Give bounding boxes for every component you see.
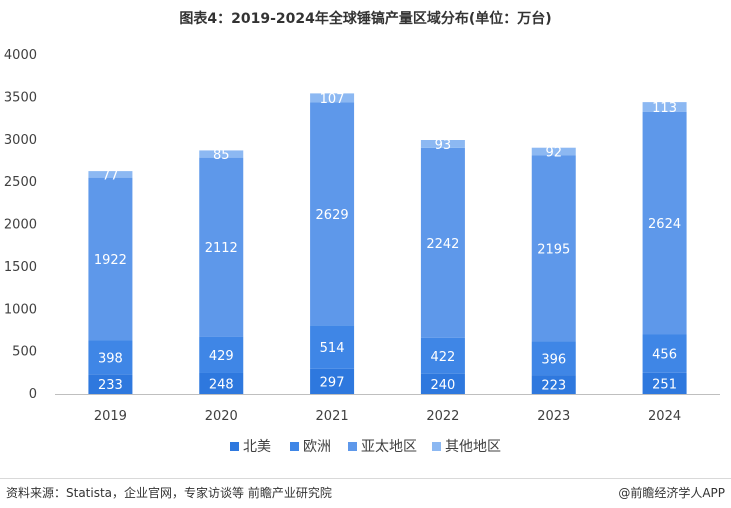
y-axis: 0 500 1000 1500 2000 2500 3000 3500 4000 (4, 48, 37, 402)
data-label: 2195 (537, 243, 570, 258)
data-label: 514 (320, 341, 345, 356)
data-label: 233 (98, 378, 123, 393)
data-label: 2112 (205, 241, 238, 256)
bar-segment (531, 341, 576, 376)
data-label: 251 (652, 377, 677, 392)
bar-segment (420, 337, 465, 374)
data-label: 240 (431, 378, 456, 393)
bar-segment (199, 157, 244, 337)
bar-segment (531, 147, 576, 156)
bars (88, 93, 687, 394)
bar-segment (642, 334, 687, 373)
x-axis: 2019 2020 2021 2022 2023 2024 (55, 394, 720, 424)
legend-label: 亚太地区 (361, 439, 417, 455)
bar-segment (420, 140, 465, 148)
legend: 北美 欧洲 亚太地区 其他地区 (230, 439, 501, 455)
data-label: 223 (541, 379, 566, 394)
bar-segment (531, 155, 576, 342)
data-label: 297 (320, 375, 345, 390)
legend-swatch (290, 442, 299, 451)
x-tick-label: 2024 (648, 409, 681, 424)
data-label: 422 (431, 350, 456, 365)
data-label: 398 (98, 351, 123, 366)
source-note: 资料来源：Statista，企业官网，专家访谈等 前瞻产业研究院 (6, 486, 332, 500)
data-label: 113 (652, 101, 677, 116)
data-label: 2629 (316, 208, 349, 223)
bar-segment (310, 93, 355, 103)
bar-segment (199, 372, 244, 394)
y-tick-label: 4000 (4, 48, 37, 63)
y-tick-label: 3500 (4, 90, 37, 105)
data-label: 429 (209, 349, 234, 364)
data-label: 107 (320, 92, 345, 107)
brand-credit: @前瞻经济学人APP (618, 486, 725, 500)
data-label: 85 (213, 148, 230, 163)
legend-swatch (230, 442, 239, 451)
y-tick-label: 2000 (4, 218, 37, 233)
legend-label: 北美 (243, 439, 271, 455)
data-labels: 233 398 1922 77 248 429 2112 85 297 514 2629 107 240… (94, 92, 681, 394)
legend-swatch (432, 442, 441, 451)
data-label: 2242 (426, 237, 459, 252)
bar-segment (420, 373, 465, 394)
legend-label: 欧洲 (303, 439, 331, 455)
bar-segment (88, 374, 133, 394)
chart-title: 图表4：2019-2024年全球锤镐产量区域分布(单位：万台) (179, 11, 552, 27)
bar-segment (642, 102, 687, 112)
data-label: 92 (545, 146, 562, 161)
data-label: 77 (102, 168, 119, 183)
bar-segment (642, 372, 687, 394)
y-tick-label: 1500 (4, 260, 37, 275)
bar-segment (420, 147, 465, 338)
data-label: 456 (652, 347, 677, 362)
bar-segment (531, 375, 576, 394)
bar-segment (310, 102, 355, 326)
y-tick-label: 0 (29, 387, 37, 402)
data-label: 2624 (648, 217, 681, 232)
bar-segment (310, 325, 355, 369)
bar-segment (310, 368, 355, 394)
x-tick-label: 2023 (537, 409, 570, 424)
x-tick-label: 2021 (316, 409, 349, 424)
data-label: 1922 (94, 253, 127, 268)
bar-segment (199, 150, 244, 158)
data-label: 396 (541, 352, 566, 367)
x-tick-label: 2022 (426, 409, 459, 424)
y-tick-label: 1000 (4, 302, 37, 317)
stacked-bar-chart: 0 500 1000 1500 2000 2500 3000 3500 4000 2019 202… (4, 48, 720, 455)
bar-segment (642, 111, 687, 335)
x-tick-label: 2019 (94, 409, 127, 424)
bar-segment (88, 340, 133, 375)
bar-segment (88, 171, 133, 178)
legend-swatch (348, 442, 357, 451)
y-tick-label: 2500 (4, 175, 37, 190)
footer: 资料来源：Statista，企业官网，专家访谈等 前瞻产业研究院 @前瞻经济学人… (0, 478, 731, 505)
bar-segment (88, 177, 133, 341)
y-tick-label: 500 (12, 345, 37, 360)
y-tick-label: 3000 (4, 133, 37, 148)
x-tick-label: 2020 (205, 409, 238, 424)
bar-segment (199, 336, 244, 373)
data-label: 248 (209, 377, 234, 392)
legend-label: 其他地区 (445, 439, 501, 455)
data-label: 93 (435, 138, 452, 153)
